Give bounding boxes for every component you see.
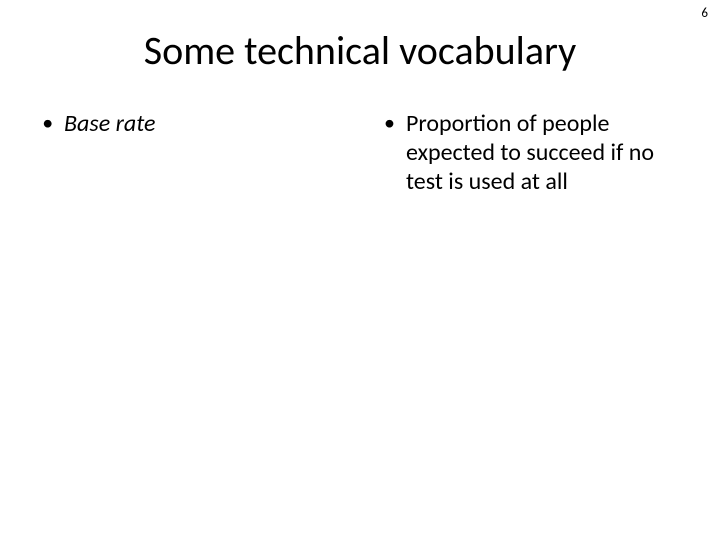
list-item: Proportion of people expected to succeed… (380, 110, 660, 196)
slide-title: Some technical vocabulary (0, 26, 720, 75)
right-list: Proportion of people expected to succeed… (380, 110, 660, 196)
list-item: Base rate (38, 110, 330, 139)
left-list: Base rate (38, 110, 330, 139)
right-column: Proportion of people expected to succeed… (360, 110, 720, 196)
left-column: Base rate (0, 110, 360, 196)
page-number: 6 (701, 6, 708, 21)
content-columns: Base rate Proportion of people expected … (0, 110, 720, 196)
